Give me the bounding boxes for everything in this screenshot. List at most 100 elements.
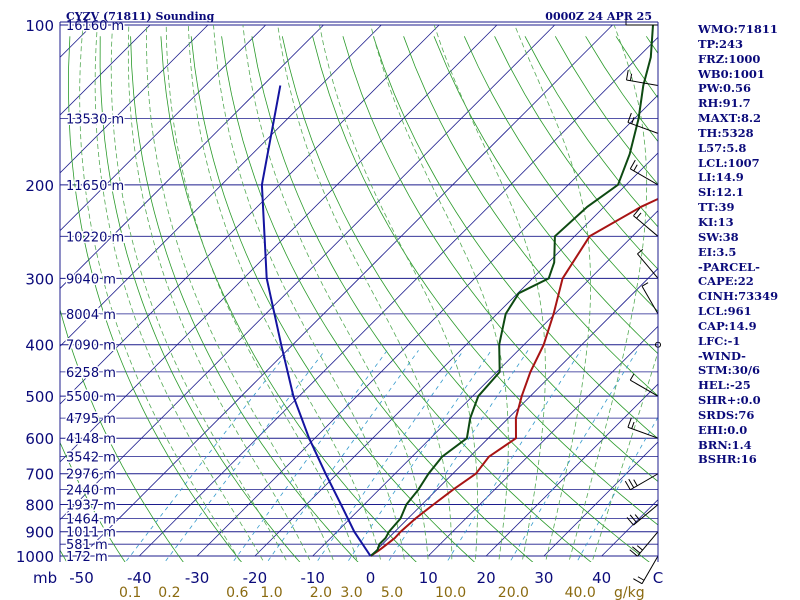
wind-barb [633,207,659,237]
wind-barb-staff [633,215,659,237]
wind-barb-staff [641,285,659,315]
temperature-unit-label: C [653,569,663,587]
wind-barb-flag [632,546,641,554]
dry-adiabat-line [372,36,658,440]
index-item: SRDS:76 [698,407,755,422]
index-item: LCL:1007 [698,155,760,170]
isotherm-line [139,36,658,557]
dry-adiabat-line [190,36,475,562]
moist-adiabat-line [127,24,312,562]
index-item: KI:13 [698,214,734,229]
wind-barb [625,70,659,86]
moist-adiabat-line [591,350,658,562]
mixing-ratio-line [232,350,388,562]
wind-barb-flag [629,549,638,557]
dry-adiabat-line [99,36,301,562]
moist-adiabat-line [94,24,265,562]
wind-barb-flag [631,421,635,429]
height-label: 1464 m [66,513,116,528]
height-label: 11650 m [66,179,124,194]
index-item: RH:91.7 [698,96,751,111]
wind-barb [629,373,659,397]
temperature-tick-label: 0 [366,569,376,587]
moist-adiabat-line [277,24,453,562]
isotherm-line [312,210,658,557]
wind-barb-staff [637,253,659,279]
wind-barb-staff [633,504,659,526]
moist-adiabat-line [79,24,241,562]
wind-barb-flag [633,578,643,585]
moist-adiabat-line [110,24,288,562]
index-item: TP:243 [698,36,744,51]
isotherm-line [81,24,613,557]
temperature-line [369,197,658,557]
mixing-ratio-label: 5.0 [381,585,403,600]
temperature-tick-label: -50 [69,569,94,587]
pressure-label: 700 [25,466,54,484]
index-item: -PARCEL- [698,259,760,274]
temperature-tick-label: 40 [592,569,611,587]
height-label: 1937 m [66,499,116,514]
isotherm-line [254,152,658,557]
index-item: BRN:1.4 [698,437,752,452]
index-item: STM:30/6 [698,363,761,378]
index-item: WB0:1001 [698,66,765,81]
mixing-ratio-line [164,350,326,562]
dewpoint-line [369,24,654,557]
dry-adiabat-line [342,36,658,483]
mixing-ratio-line [446,350,582,562]
wind-barb-flag [627,112,632,123]
pressure-label: 300 [25,270,54,288]
pressure-label: 100 [25,17,54,35]
index-item: LFC:-1 [698,333,741,348]
wind-barb-flag [636,212,642,219]
isotherm-line [60,24,151,116]
wind-barb-staff [641,555,659,584]
temperature-tick-label: -30 [185,569,210,587]
pressure-label: 500 [25,388,54,406]
temperature-tick-label: -10 [300,569,325,587]
parcel-line [260,85,372,557]
index-item: CINH:73349 [698,289,779,304]
height-label: 1011 m [66,526,116,541]
wind-barb-flag [629,373,635,381]
isotherm-line [60,24,209,174]
index-item: SHR+:0.0 [698,393,761,408]
temperature-tick-label: 10 [419,569,438,587]
wind-barb-staff [630,379,659,397]
mixing-ratio-label: 10.0 [435,585,466,600]
isotherm-line [60,24,440,405]
wind-barb-flag [627,417,632,428]
isotherm-line [428,325,658,557]
wind-barb [624,473,659,491]
wind-barb-staff [627,426,659,439]
isotherm-line [60,24,324,290]
wind-barb-flag [636,545,643,551]
dry-adiabat-line [281,36,650,562]
wind-barb [627,112,659,134]
wind-barb-flag [641,282,649,287]
wind-barb-flag [633,164,638,172]
index-item: BSHR:16 [698,452,757,467]
wind-barb-flag [633,479,638,486]
wind-barb-staff [637,531,659,557]
index-item: MAXT:8.2 [698,111,761,126]
wind-barb-flag [624,480,631,490]
height-label: 2440 m [66,484,116,499]
mixing-ratio-unit: g/kg [614,585,645,600]
pressure-label: 400 [25,337,54,355]
moist-adiabat-line [165,24,359,562]
mixing-ratio-line [125,350,290,562]
isotherm-line [485,383,658,557]
pressure-label: 1000 [16,548,54,566]
height-label: 7090 m [66,339,116,354]
moist-adiabat-line [433,24,546,562]
dry-adiabat-line [60,441,126,562]
isotherm-line [60,24,266,232]
temperature-tick-label: -20 [243,569,268,587]
wind-barb-staff [626,79,659,86]
mixing-ratio-label: 1.0 [260,585,282,600]
index-item: EHI:0.0 [698,422,748,437]
axis-unit-label: mb [33,569,57,587]
